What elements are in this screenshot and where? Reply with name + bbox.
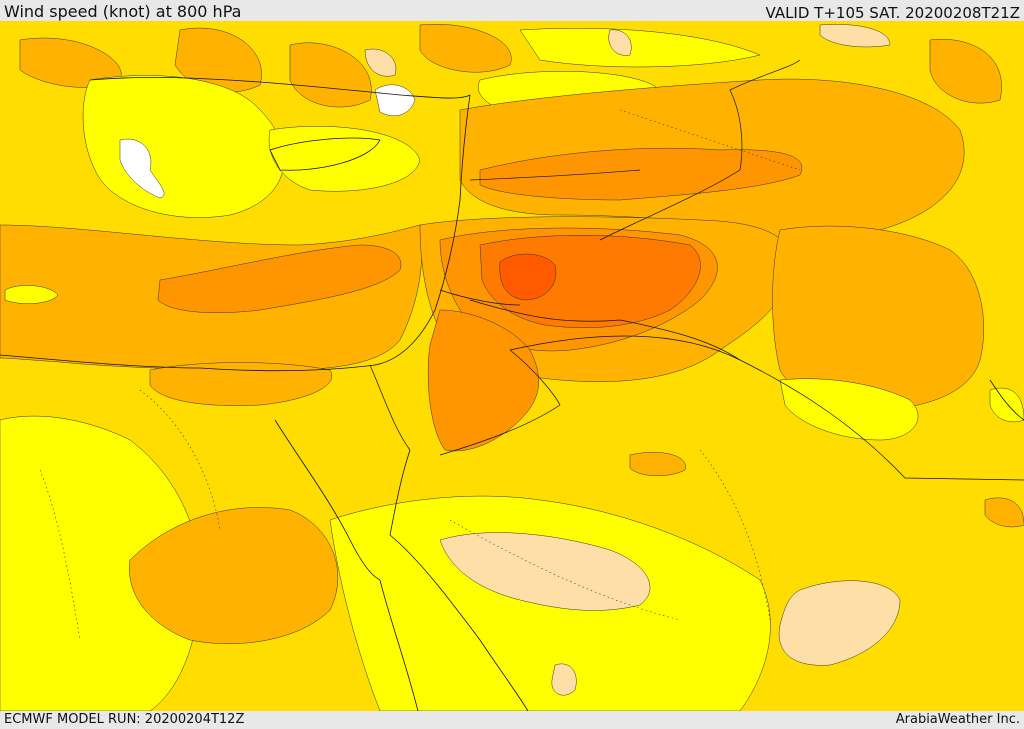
levant-coast <box>374 94 471 366</box>
southeast-strong-band <box>984 497 1024 528</box>
province-borders <box>39 109 801 641</box>
footer-bar: ECMWF MODEL RUN: 20200204T12Z ArabiaWeat… <box>0 711 1024 729</box>
gulf-of-suez <box>274 419 381 581</box>
egypt-strong-band <box>149 362 333 406</box>
egypt-libya-border <box>369 364 411 451</box>
saudi-iraq-border <box>509 335 1024 481</box>
cyprus <box>269 137 381 171</box>
syria-iraq-border <box>599 59 801 241</box>
wind-speed-map[interactable] <box>0 21 1024 711</box>
gulf-of-aqaba <box>389 449 411 536</box>
jordan-iraq-border <box>469 299 741 361</box>
east-strong-band <box>772 225 984 411</box>
header-bar: Wind speed (knot) at 800 hPa VALID T+105… <box>0 0 1024 22</box>
valid-time-label: VALID T+105 SAT. 20200208T21Z <box>765 4 1020 22</box>
egypt-strong-band <box>129 507 339 644</box>
light-wind-patch <box>778 580 901 666</box>
coastlines <box>0 76 1024 711</box>
south-low-wind-region <box>779 378 919 441</box>
jordan-saudi-border <box>439 349 561 456</box>
credit-label: ArabiaWeather Inc. <box>895 712 1020 727</box>
map-title: Wind speed (knot) at 800 hPa <box>4 2 242 21</box>
syria-jordan-border <box>439 289 521 306</box>
low-wind-region <box>268 126 421 192</box>
north-strong-band <box>929 39 1002 104</box>
model-run-label: ECMWF MODEL RUN: 20200204T12Z <box>4 712 245 727</box>
south-low-wind-region <box>0 415 201 711</box>
light-wind-patch <box>551 663 577 696</box>
red-sea-coast-west <box>379 579 419 711</box>
north-strong-band <box>289 42 372 108</box>
low-wind-region <box>82 75 285 218</box>
levant-very-strong-band <box>479 147 802 201</box>
mediterranean-very-strong-band <box>157 244 402 313</box>
country-borders <box>369 59 1024 481</box>
light-wind-patch <box>439 532 651 611</box>
calm-patch <box>119 138 165 199</box>
egypt-north-coast <box>0 354 376 372</box>
low-wind-region <box>4 285 59 304</box>
north-strong-band <box>419 24 512 73</box>
low-wind-region <box>519 28 761 68</box>
southeast-strong-band <box>629 452 686 476</box>
jordan-strong-tongue <box>427 309 539 452</box>
core-max-band <box>499 253 557 301</box>
light-wind-patch <box>819 24 891 48</box>
light-wind-patch <box>364 48 397 77</box>
turkey-south-coast <box>89 76 471 99</box>
red-sea-coast-east <box>389 534 529 711</box>
light-wind-patch <box>608 29 632 56</box>
syria-turkey-border <box>469 169 641 181</box>
persian-gulf-area <box>989 379 1024 421</box>
calm-patch <box>374 84 416 116</box>
